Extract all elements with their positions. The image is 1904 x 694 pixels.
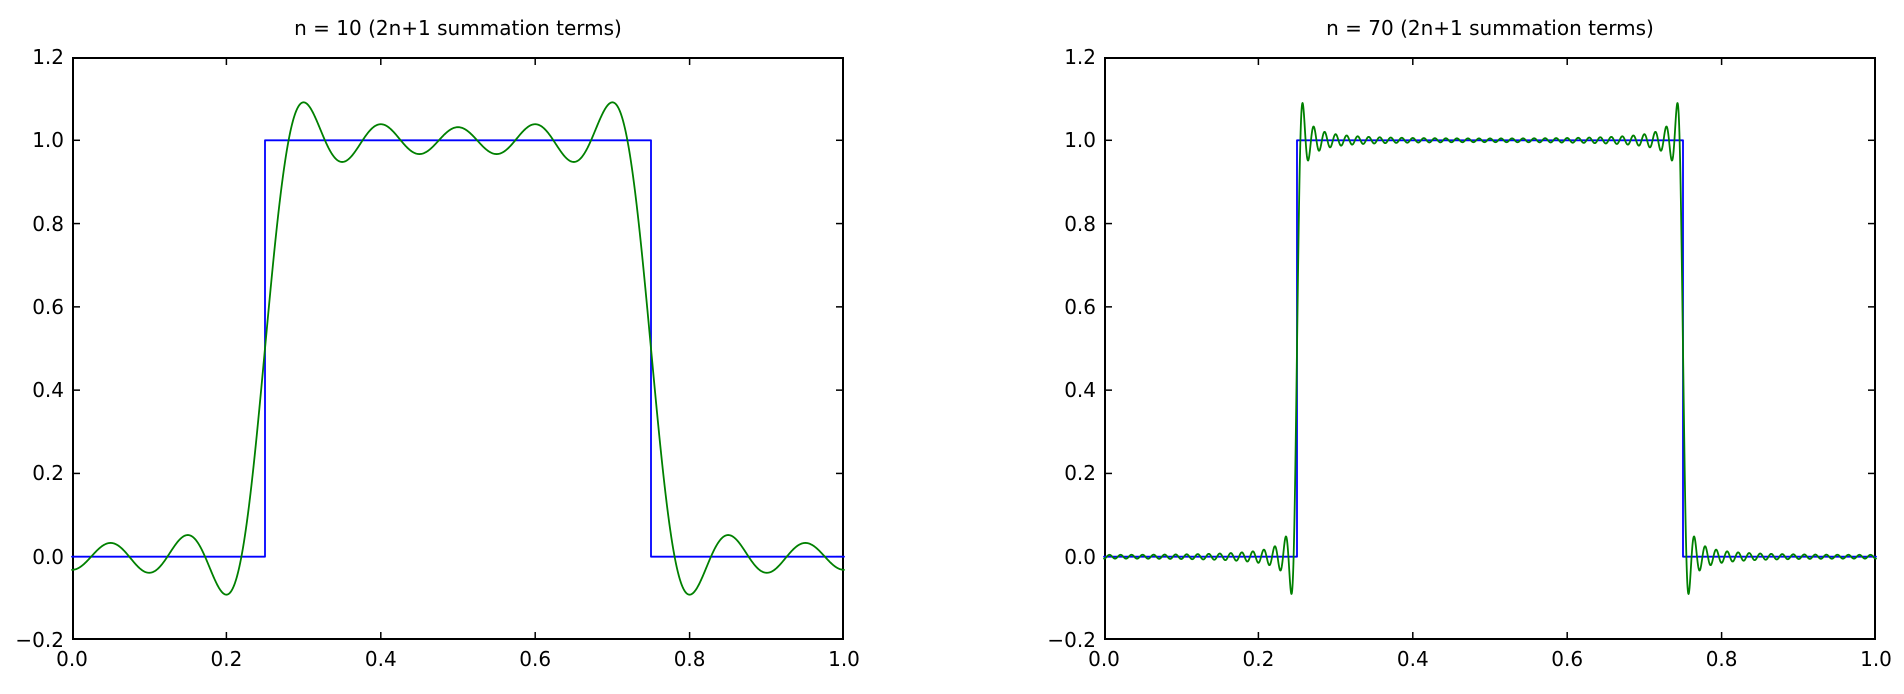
y-tick-label: 1.2 [32,45,64,69]
x-tick-label: 0.4 [364,647,397,671]
fourier-partial-sum-line [1103,102,1877,595]
y-tick-label: 0.8 [1064,211,1096,236]
x-tick-label: 0.0 [1088,647,1120,671]
x-tick-label: 0.6 [1551,647,1584,671]
x-tick-label: 0.2 [1242,647,1275,671]
y-tick-label: 1.2 [1064,45,1096,69]
subplot-left-title: n = 10 (2n+1 summation terms) [294,16,622,40]
y-tick-label: 0.4 [32,378,64,403]
fourier-partial-sum-line [71,101,845,596]
subplot-right: n = 70 (2n+1 summation terms) 0.0 0.2 0.4 0… [1047,16,1891,671]
square-wave-line [1103,139,1877,558]
plot-canvas [1103,57,1877,640]
y-tick-label: 0.4 [1064,378,1096,403]
plot-canvas [71,57,845,640]
x-tick-label: 0.6 [519,647,552,671]
y-tick-label: 0.2 [32,461,64,486]
y-tick-label: 0.0 [1064,544,1096,569]
y-tick-label: 1.0 [1064,128,1096,153]
y-tick-label: 0.0 [32,544,64,569]
axes-frame [1104,57,1876,640]
y-tick-label: 0.2 [1064,461,1096,486]
x-tick-label: 0.8 [1705,647,1738,671]
x-tick-label: 0.0 [56,647,88,671]
x-tick-label: 0.4 [1396,647,1429,671]
x-tick-label: 1.0 [1860,647,1892,671]
y-tick-label: −0.2 [15,628,64,652]
y-tick-label: 0.8 [32,211,64,236]
y-tick-label: −0.2 [1047,628,1096,652]
x-tick-label: 0.8 [673,647,706,671]
square-wave-line [71,139,845,558]
subplot-right-title: n = 70 (2n+1 summation terms) [1326,16,1654,40]
y-tick-label: 1.0 [32,128,64,153]
axes-frame [72,57,844,640]
x-tick-label: 1.0 [828,647,860,671]
y-tick-label: 0.6 [32,294,64,319]
subplot-left: n = 10 (2n+1 summation terms) 0.0 0.2 0.4 0… [15,16,859,671]
x-tick-label: 0.2 [210,647,243,671]
y-tick-label: 0.6 [1064,294,1096,319]
